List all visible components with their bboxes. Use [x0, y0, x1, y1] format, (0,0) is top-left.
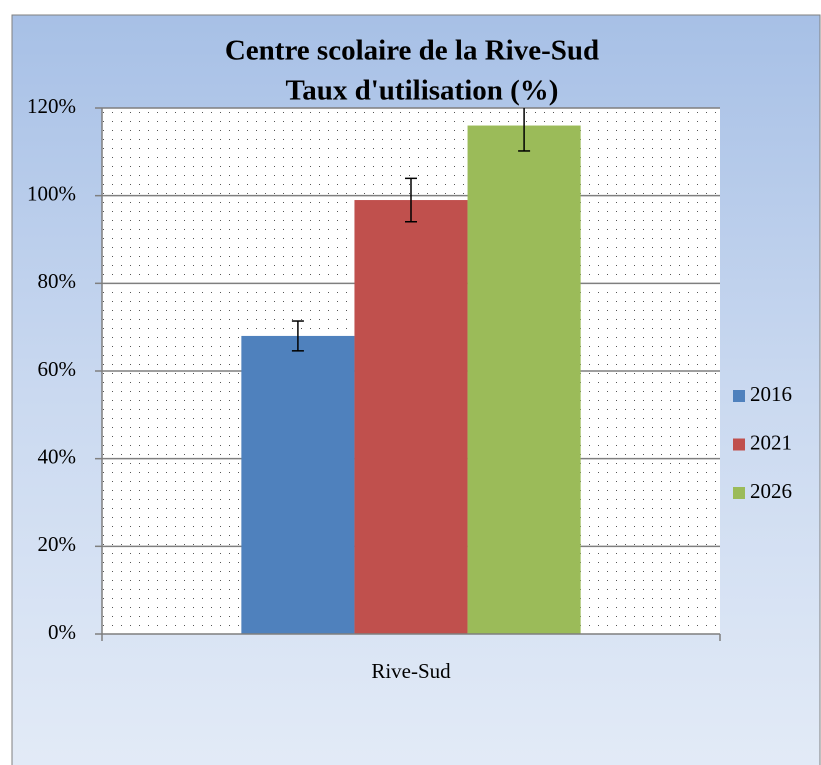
legend-swatch — [733, 487, 745, 499]
legend-label: 2021 — [750, 430, 792, 454]
legend-swatch — [733, 438, 745, 451]
bar — [354, 200, 468, 634]
y-tick-label: 60% — [38, 357, 77, 381]
y-tick-label: 40% — [38, 444, 77, 468]
x-tick-label: Rive-Sud — [371, 659, 451, 683]
bar — [241, 335, 355, 634]
bars — [241, 108, 581, 634]
bar — [467, 125, 581, 634]
chart-title: Centre scolaire de la Rive-Sud — [225, 35, 599, 67]
chart-subtitle: Taux d'utilisation (%) — [286, 75, 559, 107]
legend-label: 2026 — [750, 479, 792, 503]
legend-swatch — [733, 390, 745, 402]
y-tick-label: 20% — [38, 532, 77, 556]
legend-label: 2016 — [750, 382, 792, 406]
y-tick-label: 80% — [38, 269, 77, 293]
y-tick-label: 120% — [27, 94, 76, 118]
y-tick-label: 0% — [48, 620, 76, 644]
y-tick-label: 100% — [27, 181, 76, 205]
